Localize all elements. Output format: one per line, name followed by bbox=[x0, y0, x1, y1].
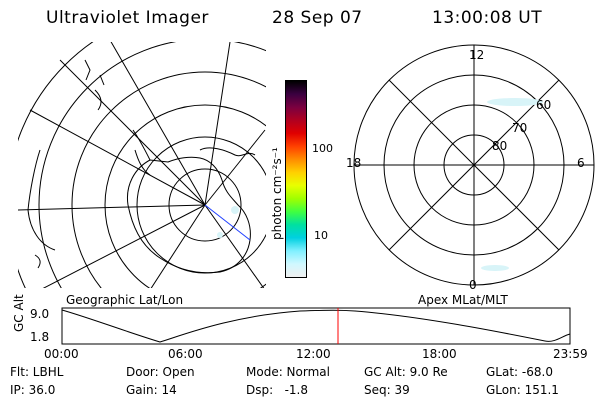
geo-lat-circle bbox=[71, 71, 266, 288]
mlat-label-60: 60 bbox=[536, 98, 552, 112]
geo-lat-circle bbox=[168, 168, 242, 242]
observation-date: 28 Sep 07 bbox=[272, 8, 363, 28]
time-tick-0000: 00:00 bbox=[44, 347, 79, 361]
mlat-label-70: 70 bbox=[512, 121, 528, 135]
time-tick-0600: 06:00 bbox=[168, 347, 203, 361]
peninsula-coastline bbox=[132, 129, 151, 176]
altitude-ylabel: GC Alt bbox=[12, 294, 26, 332]
time-tick-1800: 18:00 bbox=[422, 347, 457, 361]
dsp-readout: Dsp: -1.8 bbox=[246, 383, 309, 397]
mlt-label-18: 18 bbox=[346, 156, 362, 170]
aurora-patch bbox=[231, 206, 239, 214]
geo-lat-circle bbox=[104, 104, 266, 288]
antarctica-coastline bbox=[126, 156, 251, 274]
door-readout: Door: Open bbox=[126, 365, 195, 379]
time-tick-1200: 12:00 bbox=[296, 347, 331, 361]
gc-alt-readout: GC Alt: 9.0 Re bbox=[364, 365, 448, 379]
altitude-plot-frame bbox=[61, 307, 571, 345]
geo-lon-line bbox=[204, 42, 231, 206]
time-tick-2359: 23:59 bbox=[553, 347, 588, 361]
australia-coastline bbox=[27, 149, 56, 251]
geo-lon-line bbox=[59, 59, 206, 206]
seq-readout: Seq: 39 bbox=[364, 383, 410, 397]
geo-lon-line bbox=[18, 204, 206, 211]
island-coastline bbox=[34, 59, 91, 269]
geo-lon-line bbox=[42, 204, 206, 288]
glat-readout: GLat: -68.0 bbox=[486, 365, 553, 379]
aurora-oval-patch bbox=[481, 265, 509, 271]
mlt-diagonal bbox=[388, 79, 560, 251]
aurora-patch bbox=[217, 232, 223, 238]
mlt-label-0: 0 bbox=[469, 278, 477, 292]
altitude-ytick-high: 9.0 bbox=[30, 307, 50, 321]
geo-lon-line bbox=[204, 129, 266, 206]
aurora-oval-patch bbox=[487, 98, 543, 106]
ip-readout: IP: 36.0 bbox=[10, 383, 56, 397]
geo-lon-line bbox=[204, 204, 265, 288]
geo-lat-circle bbox=[38, 42, 266, 288]
glon-readout: GLon: 151.1 bbox=[486, 383, 559, 397]
new-zealand-coastline bbox=[94, 74, 105, 111]
instrument-title: Ultraviolet Imager bbox=[46, 8, 209, 28]
mlt-label-6: 6 bbox=[577, 156, 585, 170]
geo-panel-label: Geographic Lat/Lon bbox=[66, 293, 184, 307]
colorbar-tick-100: 100 bbox=[312, 142, 333, 155]
mlat-label-80: 80 bbox=[492, 139, 508, 153]
south-america-coastline bbox=[199, 147, 256, 157]
geo-lon-line bbox=[29, 109, 206, 206]
colorbar bbox=[285, 80, 307, 278]
mag-panel-label: Apex MLat/MLT bbox=[418, 293, 508, 307]
gain-readout: Gain: 14 bbox=[126, 383, 177, 397]
mlt-label-12: 12 bbox=[469, 48, 485, 62]
mode-readout: Mode: Normal bbox=[246, 365, 330, 379]
filter-readout: Flt: LBHL bbox=[10, 365, 64, 379]
altitude-curve bbox=[61, 309, 571, 343]
observation-time: 13:00:08 UT bbox=[432, 8, 543, 28]
spacecraft-track bbox=[204, 204, 251, 241]
colorbar-tick-10: 10 bbox=[314, 229, 328, 242]
altitude-ytick-low: 1.8 bbox=[30, 330, 50, 344]
geo-lon-line bbox=[150, 204, 206, 288]
geo-lon-line bbox=[110, 42, 206, 206]
